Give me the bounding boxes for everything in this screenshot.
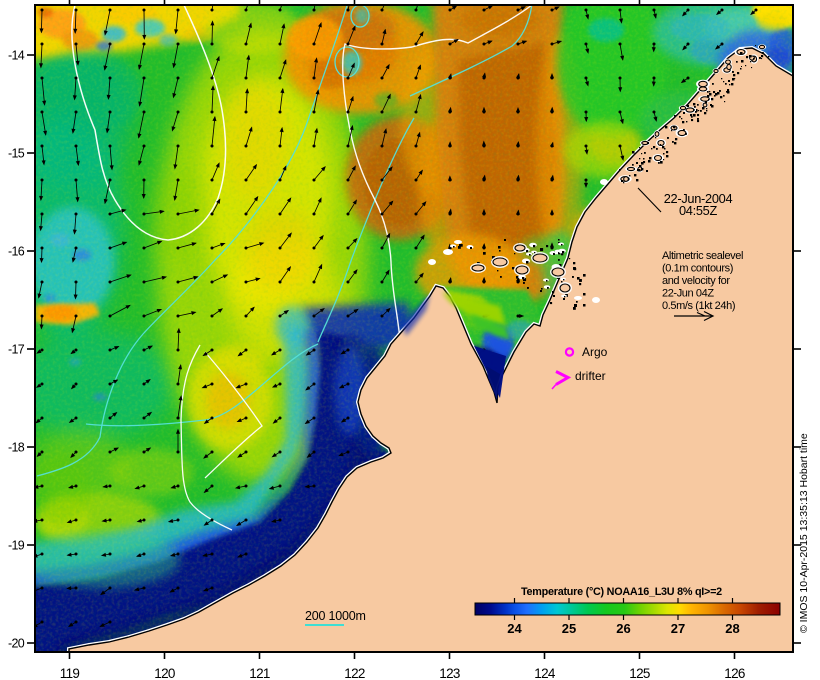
svg-text:124: 124 xyxy=(534,666,556,680)
svg-text:-16: -16 xyxy=(8,245,25,259)
svg-text:© IMOS 10-Apr-2015 13:35:13 Ho: © IMOS 10-Apr-2015 13:35:13 Hobart time xyxy=(798,433,810,633)
svg-text:-20: -20 xyxy=(8,637,25,651)
svg-text:26: 26 xyxy=(616,621,630,636)
svg-text:Temperature (°C) NOAA16_L3U 8%: Temperature (°C) NOAA16_L3U 8% qI>=2 xyxy=(521,586,722,598)
svg-text:-17: -17 xyxy=(8,343,25,357)
svg-text:(0.1m contours): (0.1m contours) xyxy=(662,263,733,275)
svg-text:122: 122 xyxy=(344,666,365,680)
svg-text:04:55Z: 04:55Z xyxy=(679,203,718,218)
svg-text:119: 119 xyxy=(60,666,80,680)
svg-text:22-Jun 04Z: 22-Jun 04Z xyxy=(662,288,714,300)
svg-text:-19: -19 xyxy=(8,539,25,553)
svg-text:27: 27 xyxy=(671,621,685,636)
svg-text:-14: -14 xyxy=(8,49,25,63)
svg-text:Argo: Argo xyxy=(582,345,608,359)
svg-text:22-Jun-2004: 22-Jun-2004 xyxy=(664,191,733,206)
svg-text:121: 121 xyxy=(249,666,270,680)
svg-text:25: 25 xyxy=(562,621,576,636)
svg-text:120: 120 xyxy=(154,666,175,680)
svg-text:200 1000m: 200 1000m xyxy=(305,609,366,623)
svg-text:and velocity for: and velocity for xyxy=(662,275,730,287)
svg-text:-18: -18 xyxy=(8,441,25,455)
svg-text:24: 24 xyxy=(507,621,522,636)
svg-text:123: 123 xyxy=(439,666,460,680)
svg-text:0.5m/s (1kt 24h): 0.5m/s (1kt 24h) xyxy=(662,300,735,312)
svg-text:28: 28 xyxy=(725,621,739,636)
svg-text:Altimetric sealevel: Altimetric sealevel xyxy=(662,250,743,262)
svg-text:drifter: drifter xyxy=(575,369,606,383)
svg-text:126: 126 xyxy=(724,666,745,680)
svg-text:125: 125 xyxy=(629,666,650,680)
svg-text:-15: -15 xyxy=(8,147,25,161)
